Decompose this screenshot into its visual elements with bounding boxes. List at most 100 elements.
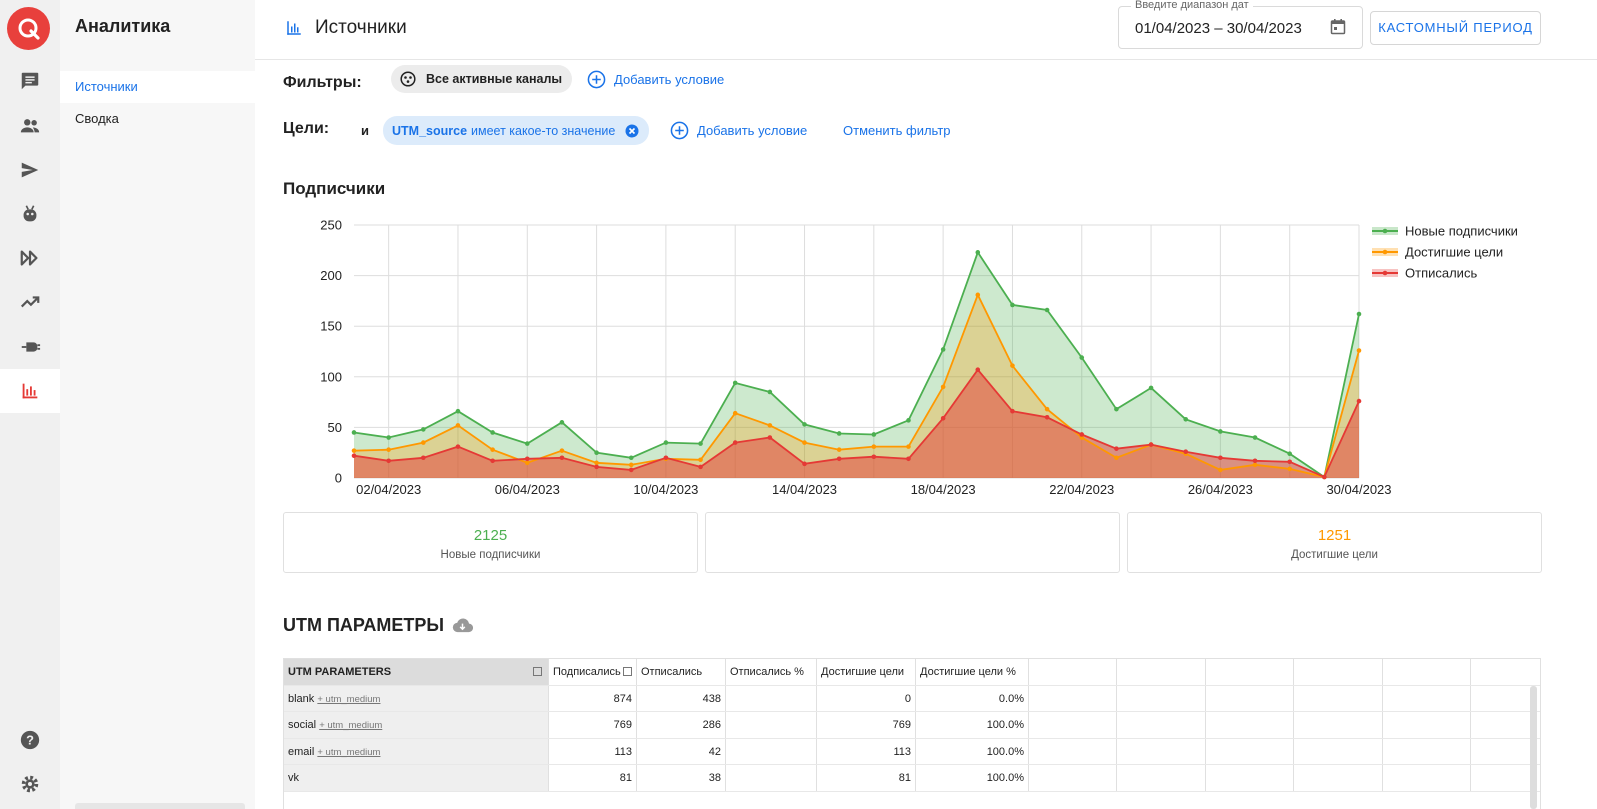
col-checkbox[interactable] (533, 667, 542, 676)
col-goals[interactable]: Достигшие цели (817, 659, 916, 685)
logo-icon[interactable] (7, 7, 50, 50)
subscribers-title: Подписчики (283, 179, 386, 198)
utm-name: social (288, 719, 317, 731)
settings-icon[interactable] (0, 762, 60, 806)
data-point (1218, 467, 1223, 473)
sidebar-scroll-handle[interactable] (75, 803, 245, 809)
utm-source-chip[interactable]: UTM_source имеет какое-то значение (383, 116, 650, 145)
send-icon[interactable] (0, 148, 60, 192)
legend-marker (1382, 228, 1388, 234)
cell-utm-name[interactable]: email + utm_medium (284, 738, 549, 764)
cell-unsub-pct (726, 712, 817, 738)
add-filter-condition-label: Добавить условие (614, 72, 725, 87)
data-point (421, 455, 426, 461)
data-point (1252, 435, 1258, 440)
sidebar-item-summary[interactable]: Сводка (75, 111, 119, 126)
col-checkbox[interactable] (623, 667, 632, 676)
analytics-icon[interactable] (0, 369, 60, 413)
data-point (663, 455, 669, 461)
empty-cell (1383, 685, 1471, 711)
empty-cell (1294, 712, 1383, 738)
add-goal-condition-button[interactable]: Добавить условие (670, 121, 807, 140)
empty-cell (1029, 712, 1117, 738)
cell-goals-pct: 100.0% (916, 765, 1029, 791)
channels-chip[interactable]: Все активные каналы (391, 65, 573, 93)
cell-unsubscribed: 286 (637, 712, 726, 738)
col-utm-parameters[interactable]: UTM PARAMETERS (284, 659, 549, 685)
table-row[interactable]: blank + utm_medium 874 438 0 0.0% (284, 685, 1540, 712)
data-point (559, 448, 565, 453)
sidebar-item-sources[interactable]: Источники (60, 71, 255, 103)
data-point (1148, 385, 1154, 391)
empty-cell (1383, 765, 1471, 791)
goals-label: Цели: (283, 120, 330, 137)
y-tick-label: 200 (320, 268, 342, 283)
sequence-icon[interactable] (0, 236, 60, 280)
col-subscribed[interactable]: Подписались (549, 659, 637, 685)
col-unsubscribed[interactable]: Отписались (637, 659, 726, 685)
y-tick-label: 150 (320, 319, 342, 334)
data-point (351, 453, 357, 459)
cancel-filter-link[interactable]: Отменить фильтр (843, 123, 951, 138)
help-icon[interactable]: ? (0, 718, 60, 762)
date-range-field[interactable]: Введите диапазон дат 01/04/2023 – 30/04/… (1118, 0, 1363, 49)
empty-col (1383, 659, 1471, 685)
empty-cell (1294, 738, 1383, 764)
empty-col (1471, 659, 1540, 685)
calendar-icon[interactable] (1330, 18, 1346, 40)
data-point (1079, 355, 1085, 360)
data-point (386, 447, 391, 452)
data-point (628, 462, 634, 468)
chat-icon[interactable] (0, 59, 60, 103)
add-filter-condition-button[interactable]: Добавить условие (587, 70, 724, 89)
empty-cell (1206, 712, 1294, 738)
plug-icon[interactable] (0, 325, 60, 369)
table-row[interactable]: email + utm_medium 113 42 113 100.0% (284, 738, 1540, 765)
data-point (1114, 446, 1119, 451)
empty-cell (1294, 765, 1383, 791)
series-area-0 (354, 252, 1359, 478)
data-point (802, 440, 807, 445)
col-unsub-pct[interactable]: Отписались % (726, 659, 817, 685)
custom-period-button[interactable]: КАСТОМНЫЙ ПЕРИОД (1370, 11, 1541, 45)
empty-col (1206, 659, 1294, 685)
data-point (732, 410, 738, 416)
y-tick-label: 250 (320, 218, 342, 233)
table-row[interactable]: social + utm_medium 769 286 769 100.0% (284, 712, 1540, 739)
col-goals-pct[interactable]: Достигшие цели % (916, 659, 1029, 685)
legend-label: Достигшие цели (1405, 245, 1503, 260)
empty-cell (1117, 712, 1206, 738)
cell-utm-name[interactable]: social + utm_medium (284, 712, 549, 738)
bot-icon[interactable] (0, 192, 60, 236)
empty-col (1294, 659, 1383, 685)
page-title: Источники (315, 17, 407, 38)
trending-icon[interactable] (0, 280, 60, 324)
date-range-value[interactable]: 01/04/2023 – 30/04/2023 (1135, 20, 1302, 37)
empty-cell (1117, 738, 1206, 764)
data-point (940, 347, 946, 352)
data-point (767, 389, 773, 395)
data-point (351, 430, 357, 435)
cell-utm-name[interactable]: blank + utm_medium (284, 685, 549, 711)
utm-medium-link[interactable]: + utm_medium (317, 746, 381, 758)
table-row[interactable]: vk 81 38 81 100.0% (284, 765, 1540, 792)
x-tick-label: 22/04/2023 (1049, 482, 1114, 497)
empty-col (1117, 659, 1206, 685)
stat-new-label: Новые подписчики (440, 549, 541, 561)
utm-medium-link[interactable]: + utm_medium (319, 720, 383, 731)
utm-title-text: UTM ПАРАМЕТРЫ (283, 615, 444, 635)
cloud-download-icon[interactable] (452, 618, 473, 633)
cell-utm-name[interactable]: vk (284, 765, 549, 791)
utm-medium-link[interactable]: + utm_medium (317, 693, 381, 705)
people-icon[interactable] (0, 104, 60, 148)
empty-cell (1206, 738, 1294, 764)
data-point (1044, 406, 1050, 412)
data-point (559, 420, 565, 425)
x-tick-label: 02/04/2023 (356, 482, 421, 497)
table-scrollbar[interactable] (1530, 686, 1537, 809)
remove-chip-icon[interactable] (625, 124, 639, 138)
cell-subscribed: 81 (549, 765, 637, 791)
x-tick-label: 18/04/2023 (911, 482, 976, 497)
data-point (1218, 429, 1223, 434)
data-point (906, 418, 911, 423)
